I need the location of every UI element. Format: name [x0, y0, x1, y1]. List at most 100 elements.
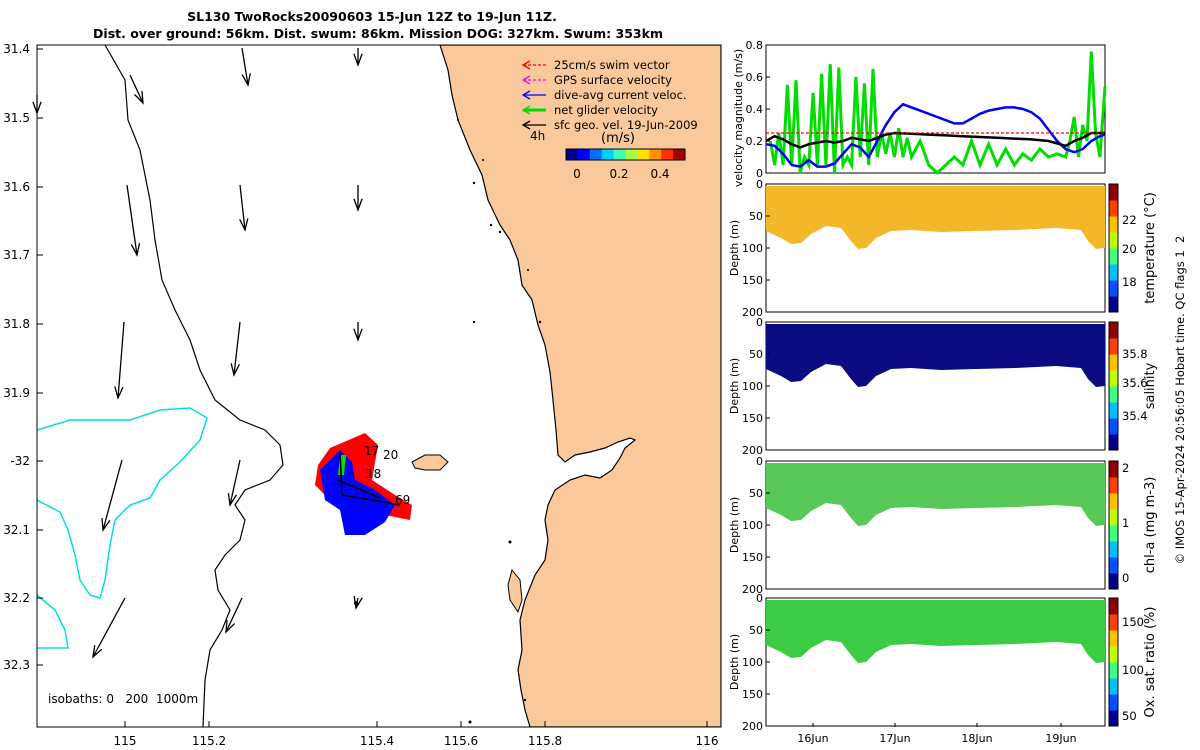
map-panel: 115 115.2 115.4 115.6 115.8 116 31.4 31.5 31.6 3…	[3, 42, 722, 748]
depth-ylabel: Depth (m)	[728, 634, 741, 690]
track-day-label: 17	[364, 444, 379, 458]
map-xtick-label: 115.2	[192, 734, 226, 748]
depth-colorbar-segment	[1109, 216, 1118, 233]
isobath-200	[104, 45, 284, 727]
depth-colorbar-tick-label: 35.8	[1122, 347, 1148, 361]
depth-colorbar-segment	[1109, 525, 1118, 542]
depth-ytick-label: 200	[742, 444, 763, 457]
legend-arrowhead	[521, 105, 531, 115]
depth-ytick-label: 0	[756, 592, 763, 605]
legend-label: 25cm/s swim vector	[554, 58, 670, 72]
colorbar-segment	[649, 149, 662, 160]
depth-colorbar-tick-label: 50	[1122, 709, 1137, 723]
colorbar-segment	[577, 149, 591, 160]
depth-colorbar-segment	[1109, 509, 1118, 526]
legend-arrowhead	[521, 120, 531, 130]
depth-colorbar-segment	[1109, 630, 1118, 647]
depth-panel: 0 50 100 150 200 Depth (m) 35.8 35.6 35.4salinit…	[728, 316, 1158, 457]
geo-arrowhead	[353, 596, 363, 610]
time-tick-label: 18Jun	[961, 732, 992, 745]
geo-arrow	[117, 321, 125, 399]
depth-colorbar-segment	[1109, 184, 1118, 201]
depth-ytick-label: 200	[742, 306, 763, 319]
footer-credit: © IMOS 15-Apr-2024 20:56:05 Hobart time.…	[1173, 236, 1187, 565]
title-line1: SL130 TwoRocks20090603 15-Jun 12Z to 19-…	[187, 9, 557, 24]
legend-label: net glider velocity	[554, 103, 658, 117]
depth-colorbar-tick-label: 0	[1122, 571, 1129, 585]
depth-colorbar-segment	[1109, 264, 1118, 281]
geo-arrowhead	[353, 198, 363, 212]
depth-ytick-label: 50	[749, 624, 763, 637]
legend-note: 4h	[530, 129, 545, 143]
time-tick-label: 16Jun	[797, 732, 828, 745]
depth-colorbar-tick-label: 2	[1122, 461, 1129, 475]
map-xtick-label: 115.6	[444, 734, 478, 748]
depth-colorbar-tick-label: 1	[1122, 516, 1129, 530]
colorbar-frame	[565, 148, 686, 161]
map-ytick-label: 31.9	[3, 386, 30, 400]
colorbar-segment	[625, 149, 638, 160]
geo-arrow	[239, 184, 246, 231]
legend-label: sfc geo. vel. 19-Jun-2009	[554, 118, 698, 132]
track-day-label: 69	[395, 493, 410, 507]
geo-arrowhead	[130, 243, 141, 257]
geo-arrowhead	[32, 101, 42, 115]
depth-colorbar-segment	[1109, 402, 1118, 419]
track-day-label: 20	[383, 448, 398, 462]
isobath-1000-a	[37, 407, 208, 599]
geo-arrowhead	[114, 386, 124, 400]
depth-ytick-label: 100	[742, 242, 763, 255]
depth-colorbar-segment	[1109, 322, 1118, 339]
depth-colorbar-label: salinity	[1143, 362, 1158, 409]
geo-arrow	[233, 321, 241, 376]
depth-colorbar-segment	[1109, 573, 1118, 590]
colorbar-segment	[601, 149, 615, 160]
legend-arrowhead	[521, 75, 531, 85]
depth-colorbar-tick-label: 35.4	[1122, 409, 1148, 423]
depth-colorbar-segment	[1109, 280, 1118, 297]
depth-ylabel: Depth (m)	[728, 220, 741, 276]
depth-colorbar-segment	[1109, 541, 1118, 558]
map-ytick-label: 32.1	[3, 523, 30, 537]
colorbar-segment	[661, 149, 674, 160]
speed-colorbar: 0 0.2 0.4	[565, 148, 686, 181]
map-ytick-label: 31.5	[3, 111, 30, 125]
map-xtick-label: 115.4	[360, 734, 394, 748]
depth-ytick-label: 200	[742, 720, 763, 733]
geo-arrow	[102, 459, 123, 531]
depth-ytick-label: 50	[749, 487, 763, 500]
depth-colorbar-segment	[1109, 678, 1118, 695]
depth-ytick-label: 100	[742, 519, 763, 532]
depth-colorbar-frame	[1108, 460, 1119, 590]
isobaths-note: isobaths: 0 200 1000m	[48, 692, 198, 706]
depth-colorbar-segment	[1109, 710, 1118, 727]
depth-colorbar-segment	[1109, 477, 1118, 494]
geo-arrowhead	[241, 73, 251, 87]
depth-colorbar-segment	[1109, 354, 1118, 371]
depth-panel-field	[766, 463, 1105, 526]
velocity-series-line	[768, 51, 1107, 176]
depth-colorbar-tick-label: 35.6	[1122, 376, 1148, 390]
depth-colorbar-tick-label: 150	[1122, 615, 1144, 629]
velocity-series-line	[765, 131, 1105, 149]
depth-colorbar-tick-label: 100	[1122, 663, 1144, 677]
depth-ytick-label: 0	[756, 455, 763, 468]
depth-ytick-label: 150	[742, 688, 763, 701]
geo-arrow	[129, 74, 144, 104]
depth-colorbar-tick-label: 18	[1122, 275, 1137, 289]
depth-colorbar-frame	[1108, 321, 1119, 451]
geo-velocity-arrows	[32, 47, 363, 659]
depth-colorbar-segment	[1109, 493, 1118, 510]
geo-arrowhead	[225, 619, 235, 634]
colorbar-tick-label: 0.2	[609, 167, 628, 181]
legend-label: GPS surface velocity	[554, 73, 672, 87]
depth-ytick-label: 150	[742, 274, 763, 287]
legend-label: dive-avg current veloc.	[554, 88, 687, 102]
map-ytick-label: 32.3	[3, 658, 30, 672]
depth-colorbar-segment	[1109, 662, 1118, 679]
depth-ytick-label: 50	[749, 210, 763, 223]
colorbar-segment	[637, 149, 650, 160]
geo-arrow	[241, 47, 249, 86]
